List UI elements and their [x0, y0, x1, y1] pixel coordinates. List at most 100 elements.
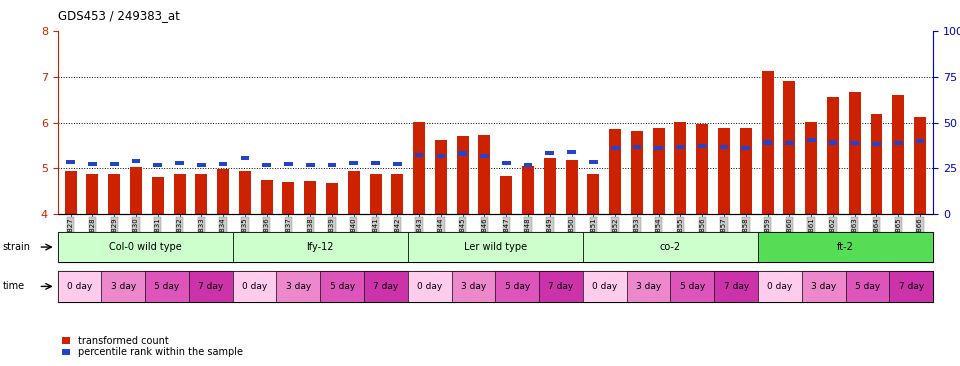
Bar [282, 182, 295, 214]
Bar [633, 145, 641, 149]
FancyBboxPatch shape [232, 271, 276, 302]
Bar [480, 154, 489, 158]
FancyBboxPatch shape [758, 232, 933, 262]
Bar [763, 141, 772, 145]
Bar [610, 130, 621, 214]
Text: ft-2: ft-2 [837, 242, 854, 252]
Bar [567, 150, 576, 154]
Text: 3 day: 3 day [811, 282, 836, 291]
Bar [872, 142, 881, 146]
Bar [653, 128, 664, 214]
FancyBboxPatch shape [408, 271, 451, 302]
Bar [851, 141, 859, 146]
Bar [370, 174, 381, 214]
Bar [785, 141, 794, 146]
Text: 5 day: 5 day [505, 282, 530, 291]
Text: 5 day: 5 day [854, 282, 880, 291]
Bar [457, 137, 468, 214]
Text: 0 day: 0 day [592, 282, 617, 291]
Text: lfy-12: lfy-12 [306, 242, 334, 252]
FancyBboxPatch shape [802, 271, 846, 302]
FancyBboxPatch shape [58, 232, 232, 262]
FancyBboxPatch shape [364, 271, 408, 302]
Bar [894, 141, 902, 146]
Bar [176, 161, 184, 165]
FancyBboxPatch shape [889, 271, 933, 302]
Bar [522, 166, 534, 214]
Bar [588, 174, 599, 214]
Bar [108, 174, 120, 214]
Bar [306, 163, 315, 168]
Bar [261, 180, 273, 214]
Bar [437, 154, 445, 158]
Text: Ler wild type: Ler wild type [464, 242, 527, 252]
Legend: transformed count, percentile rank within the sample: transformed count, percentile rank withi… [62, 336, 243, 358]
Bar [675, 122, 686, 214]
Bar [655, 146, 663, 150]
Bar [892, 95, 904, 214]
FancyBboxPatch shape [846, 271, 889, 302]
FancyBboxPatch shape [189, 271, 232, 302]
Bar [545, 150, 554, 155]
FancyBboxPatch shape [495, 271, 540, 302]
Bar [500, 176, 513, 214]
Bar [783, 82, 796, 214]
FancyBboxPatch shape [102, 271, 145, 302]
Text: 3 day: 3 day [461, 282, 486, 291]
Bar [806, 138, 815, 142]
Bar [393, 162, 401, 166]
FancyBboxPatch shape [540, 271, 583, 302]
Bar [914, 117, 926, 214]
Bar [197, 163, 205, 167]
Bar [349, 161, 358, 165]
Bar [565, 160, 578, 214]
Text: 0 day: 0 day [67, 282, 92, 291]
Bar [132, 159, 140, 163]
Text: co-2: co-2 [660, 242, 681, 252]
Text: 7 day: 7 day [198, 282, 224, 291]
Text: Col-0 wild type: Col-0 wild type [108, 242, 181, 252]
Text: 3 day: 3 day [286, 282, 311, 291]
Text: 5 day: 5 day [329, 282, 355, 291]
Text: 7 day: 7 day [724, 282, 749, 291]
Bar [130, 168, 142, 214]
Text: time: time [3, 281, 25, 291]
Bar [217, 169, 229, 214]
FancyBboxPatch shape [58, 271, 102, 302]
Bar [676, 145, 684, 149]
FancyBboxPatch shape [232, 232, 408, 262]
Bar [871, 115, 882, 214]
Bar [916, 139, 924, 143]
FancyBboxPatch shape [627, 271, 670, 302]
FancyBboxPatch shape [583, 232, 758, 262]
FancyBboxPatch shape [408, 232, 583, 262]
Text: 0 day: 0 day [242, 282, 267, 291]
Bar [348, 171, 360, 214]
Bar [718, 128, 730, 214]
Bar [326, 183, 338, 214]
Bar [761, 71, 774, 214]
Bar [88, 162, 97, 166]
Text: 0 day: 0 day [417, 282, 443, 291]
Bar [304, 181, 316, 214]
Bar [241, 156, 250, 160]
Bar [239, 171, 251, 214]
Text: strain: strain [3, 242, 31, 252]
Text: 0 day: 0 day [767, 282, 793, 291]
Bar [805, 122, 817, 214]
Bar [543, 158, 556, 214]
Bar [219, 162, 228, 166]
Bar [611, 146, 619, 150]
Bar [720, 145, 729, 149]
Bar [413, 122, 425, 214]
FancyBboxPatch shape [321, 271, 364, 302]
Bar [284, 162, 293, 166]
Bar [154, 163, 162, 168]
Bar [174, 174, 185, 214]
FancyBboxPatch shape [714, 271, 758, 302]
Text: 3 day: 3 day [636, 282, 661, 291]
Bar [64, 171, 77, 214]
Bar [589, 160, 598, 164]
Bar [152, 177, 164, 214]
Bar [740, 128, 752, 214]
